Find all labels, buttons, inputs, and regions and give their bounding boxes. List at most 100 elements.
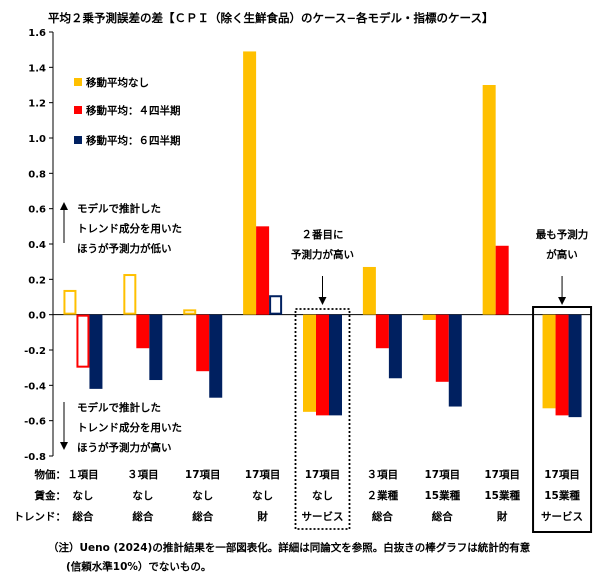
bar [316,314,329,416]
x-tick-label: なし [192,490,213,502]
footnote-text: (信頼水準10%）でないもの。 [66,560,211,573]
bar [555,314,569,416]
bar [89,314,103,389]
legend-swatch [74,106,82,114]
x-tick-label: 15業種 [544,489,580,502]
y-tick-label: 1.0 [28,134,46,145]
bar [329,314,342,416]
arrow-up-head [60,202,68,210]
x-tick-label: 総合 [372,510,393,523]
legend-label: 移動平均なし [86,76,149,89]
annotation-text: モデルで推計した [77,202,161,215]
bar [482,85,496,315]
x-tick-label: サービス [541,510,583,523]
x-tick-label: ３項目 [367,469,399,481]
annotation-text: ほうが予測力が高い [77,441,172,454]
x-tick-label: 17項目 [424,469,460,481]
highlight-box-solid [532,306,593,533]
x-tick-label: 財 [496,510,508,523]
x-tick-label: ２業種 [367,489,399,502]
legend-label: 移動平均：６四半期 [86,134,181,147]
annotation-text: モデルで推計した [77,401,161,414]
bar [183,309,197,315]
bar [435,314,449,382]
bar [422,314,436,320]
y-tick-label: -0.2 [24,346,46,357]
x-tick-label: なし [72,490,93,502]
bar [63,289,77,315]
x-tick-label: 17項目 [305,469,341,481]
bar [243,51,257,315]
x-tick-label: 17項目 [544,469,580,481]
footnote-text: （注）Ueno (2024)の推計結果を一部図表化。詳細は同論文を参照。白抜きの… [48,541,531,554]
bar [209,314,223,398]
annotation-text: が高い [546,248,578,261]
x-tick-label: なし [252,490,273,502]
bar [303,314,316,412]
bar [375,314,389,349]
row-label: 賃金： [34,489,67,502]
x-tick-label: 17項目 [484,469,520,481]
legend-swatch [74,78,82,86]
x-tick-label: 総合 [132,510,153,523]
bar [256,226,270,315]
legend-label: 移動平均：４四半期 [86,104,181,117]
x-tick-label: １項目 [67,469,99,481]
x-tick-label: 総合 [192,510,213,523]
x-tick-label: サービス [302,510,344,523]
arrow-down-head [318,297,327,305]
y-tick-label: 1.4 [28,63,46,74]
annotation-text: ２番目に [302,228,344,241]
bar [149,314,163,381]
highlight-box-dotted [294,308,351,530]
y-tick-label: 1.6 [28,28,46,39]
x-tick-label: 17項目 [245,469,281,481]
bar [542,314,556,409]
annotation-text: 最も予測力 [536,228,589,241]
x-tick-label: 15業種 [424,489,460,502]
x-tick-label: 17項目 [185,469,221,481]
bar [388,314,402,379]
x-tick-label: 総合 [72,510,93,523]
bar [448,314,462,407]
bar [123,274,137,315]
y-tick-label: 0.6 [28,205,46,216]
arrow-down-head [558,297,567,305]
bar [196,314,210,372]
x-tick-label: 15業種 [484,489,520,502]
bar [495,245,509,315]
annotations: モデルで推計したトレンド成分を用いたほうが予測力が低いモデルで推計したトレンド成… [60,202,593,533]
y-tick-label: 0.0 [28,311,46,322]
bar [269,295,283,315]
arrow-down-head [60,442,68,450]
bars [63,51,582,418]
x-tick-label: 財 [256,510,268,523]
chart-title: 平均２乗予測誤差の差【ＣＰＩ（除く生鮮食品）のケース−各モデル・指標のケース】 [48,11,493,25]
x-tick-label: ３項目 [127,469,159,481]
bar [362,266,376,315]
y-tick-label: -0.4 [24,381,46,392]
y-tick-label: -0.8 [24,452,46,463]
row-label: トレンド： [14,511,67,523]
row-label: 物価： [35,468,67,481]
y-tick-label: 0.8 [28,169,46,180]
annotation-text: トレンド成分を用いた [77,222,182,235]
annotation-text: トレンド成分を用いた [77,421,182,434]
bar [76,314,90,368]
bar [136,314,150,349]
annotation-text: 予測力が高い [291,248,354,261]
y-tick-label: 0.2 [28,275,46,286]
annotation-text: ほうが予測力が低い [77,242,172,255]
y-axis: 1.6 1.4 1.2 1.0 0.8 0.6 0.4 0.2 0.0 -0.2 -0.4 -0.6 -… [24,28,592,463]
x-tick-label: 総合 [432,510,453,523]
y-tick-label: 1.2 [28,99,46,110]
y-tick-label: 0.4 [28,240,46,251]
bar [568,314,582,418]
y-tick-label: -0.6 [24,417,46,428]
footnote: （注）Ueno (2024)の推計結果を一部図表化。詳細は同論文を参照。白抜きの… [48,541,531,573]
x-tick-label: なし [132,490,153,502]
legend-swatch [74,136,82,144]
